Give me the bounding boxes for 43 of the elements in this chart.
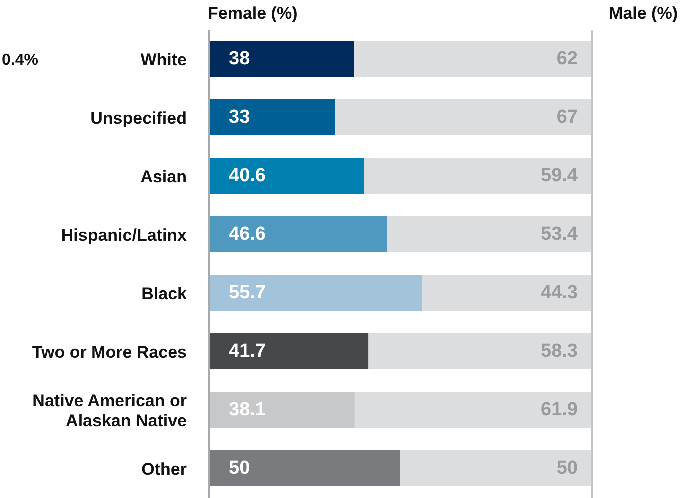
- data-label: 55.7: [229, 282, 266, 304]
- data-label: 53.4: [541, 224, 578, 245]
- data-label: 67: [556, 107, 578, 128]
- y-tick-label: Black: [142, 284, 188, 303]
- bar: [209, 158, 364, 194]
- data-label: 38: [229, 48, 250, 70]
- data-label: 59.4: [541, 166, 578, 186]
- bar: [368, 334, 592, 370]
- bar: [209, 450, 400, 486]
- bar: [209, 275, 422, 311]
- bar: [387, 216, 592, 252]
- text: 0.4%: [2, 52, 38, 70]
- y-tick-label: Other: [142, 459, 188, 478]
- data-label: 62: [556, 48, 578, 70]
- bar: [209, 100, 336, 136]
- bar: [364, 158, 592, 194]
- y-tick-label: Hispanic/Latinx: [61, 225, 188, 244]
- data-label: 58.3: [541, 341, 578, 362]
- bar: [400, 450, 592, 486]
- y-tick-label: Asian: [140, 166, 187, 186]
- bar: [209, 41, 355, 77]
- y-tick-label: Unspecified: [90, 108, 187, 128]
- data-label: 44.3: [541, 282, 578, 304]
- data-label: 50: [229, 458, 250, 479]
- data-label: 33: [229, 107, 250, 128]
- data-label: 46.6: [229, 224, 266, 245]
- y-tick-label: Native American or Alaskan Native: [32, 390, 188, 430]
- y-tick-label: Two or More Races: [32, 342, 187, 362]
- data-label: 40.6: [229, 166, 266, 186]
- bar: [209, 392, 355, 428]
- bar: [422, 275, 592, 311]
- bar: [209, 216, 388, 252]
- bar: [209, 334, 369, 370]
- data-label: 61.9: [541, 400, 578, 420]
- series-label: Female (%): [208, 4, 298, 24]
- data-label: 41.7: [229, 341, 266, 362]
- data-label: 38.1: [229, 400, 266, 420]
- bar: [335, 100, 592, 136]
- bar: [354, 392, 592, 428]
- bar: [354, 41, 592, 77]
- data-label: 50: [556, 458, 578, 479]
- series-label: Male (%): [609, 4, 678, 24]
- y-tick-label: White: [140, 50, 187, 69]
